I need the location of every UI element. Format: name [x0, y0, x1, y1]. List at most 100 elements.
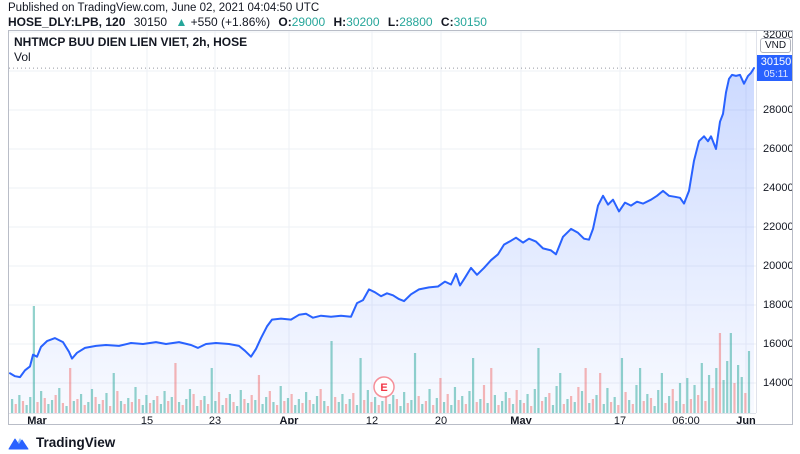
currency-button[interactable]: VND [760, 38, 791, 53]
volume-bar [475, 402, 478, 413]
price-area-fill [10, 68, 754, 413]
volume-bar [428, 389, 431, 413]
high-label: H: [333, 14, 347, 29]
volume-bar [580, 391, 584, 413]
volume-bar [675, 401, 678, 413]
volume-bar [638, 368, 642, 413]
volume-bar [511, 404, 515, 413]
volume-bar [76, 399, 79, 413]
price-axis-label: 32000 [763, 30, 793, 41]
volume-bar [87, 402, 90, 413]
volume-bar [653, 406, 656, 413]
volume-bar [388, 404, 391, 413]
volume-bar [392, 395, 395, 413]
volume-bar [159, 404, 163, 413]
legend-symbol-title[interactable]: NHTMCP BUU DIEN LIEN VIET, 2h, HOSE [14, 35, 248, 49]
time-axis-tick: Mar [27, 415, 47, 425]
volume-bar [570, 396, 573, 413]
high-value: 30200 [346, 14, 380, 29]
volume-bar [268, 391, 271, 413]
published-line: Published on TradingView.com, June 02, 2… [8, 2, 320, 14]
volume-bar [678, 383, 682, 413]
volume-bar [286, 398, 290, 413]
volume-bar [246, 403, 250, 413]
volume-bar [715, 368, 718, 413]
close-value: 30150 [453, 14, 487, 29]
volume-bar [69, 368, 72, 413]
volume-bar [374, 397, 377, 413]
time-axis-tick: 20 [434, 415, 448, 425]
volume-bar [344, 404, 348, 413]
volume-bar [439, 378, 442, 413]
volume-bar [453, 387, 457, 413]
volume-bar [40, 391, 43, 413]
volume-bar [359, 358, 362, 413]
time-axis[interactable]: Mar 15 23 Apr 12 20 May 17 06:00 Jun [9, 413, 756, 425]
volume-bar [36, 402, 39, 413]
last-price: 30150 [133, 14, 168, 29]
volume-bar [21, 401, 25, 413]
volume-bar [660, 373, 663, 413]
legend-volume-indicator[interactable]: Vol [14, 50, 31, 64]
volume-bar [646, 394, 649, 413]
volume-bar [207, 404, 210, 413]
volume-bar [177, 402, 181, 413]
volume-bar [315, 396, 319, 413]
volume-bar [726, 361, 729, 413]
tradingview-logo-icon[interactable] [8, 434, 30, 450]
volume-bar [504, 392, 507, 413]
volume-bar [711, 388, 714, 413]
volume-bar [312, 404, 315, 413]
volume-bar [747, 351, 751, 413]
volume-bar [305, 392, 308, 413]
volume-bar [25, 405, 28, 413]
plot-canvas[interactable]: E NHTMCP BUU DIEN LIEN VIET, 2h, HOSE Vo… [9, 31, 756, 413]
volume-bar [14, 404, 17, 413]
volume-bar [29, 397, 32, 413]
volume-bar [519, 400, 522, 413]
volume-bar [668, 396, 671, 413]
volume-bar [599, 373, 602, 413]
volume-bar [533, 389, 536, 413]
volume-bar [482, 385, 486, 413]
volume-bar [628, 400, 631, 413]
volume-bar [555, 386, 558, 413]
volume-bar [363, 400, 366, 413]
price-plot: E [9, 31, 756, 413]
volume-bar [490, 368, 493, 413]
volume-bar [544, 397, 547, 413]
volume-bar [381, 401, 384, 413]
chart-legend: NHTMCP BUU DIEN LIEN VIET, 2h, HOSE Vol [14, 35, 247, 65]
chart-panel: E NHTMCP BUU DIEN LIEN VIET, 2h, HOSE Vo… [8, 30, 793, 425]
volume-bar [515, 390, 518, 413]
volume-bar [272, 402, 275, 413]
volume-bar [450, 405, 453, 413]
volume-bar [537, 348, 540, 413]
volume-bar [377, 405, 380, 413]
volume-bar [98, 404, 101, 413]
volume-bar [148, 403, 152, 413]
volume-bar [261, 404, 264, 413]
volume-bar [254, 400, 257, 413]
volume-bar [185, 399, 188, 413]
direction-up-icon: ▲ [175, 14, 188, 29]
volume-bar [613, 397, 616, 413]
price-axis[interactable]: VND 30150 05:11 32000 28000 26000 24000 2200… [756, 30, 793, 413]
volume-bar [109, 406, 112, 413]
volume-bar [417, 396, 420, 413]
volume-bar [718, 333, 722, 413]
volume-bar [72, 401, 75, 413]
volume-bar [152, 400, 155, 413]
time-axis-tick: Apr [279, 415, 299, 425]
volume-bar [671, 389, 674, 413]
price-axis-label: 14000 [763, 377, 793, 389]
time-axis-tick: 23 [208, 415, 222, 425]
volume-bar [275, 405, 279, 413]
volume-bar [595, 395, 598, 413]
volume-bar [497, 405, 500, 413]
earnings-marker-icon[interactable] [373, 376, 395, 398]
volume-bar [432, 405, 435, 413]
volume-bar [508, 398, 511, 413]
volume-bar [283, 401, 286, 413]
footer-brand-text[interactable]: TradingView [36, 434, 116, 450]
